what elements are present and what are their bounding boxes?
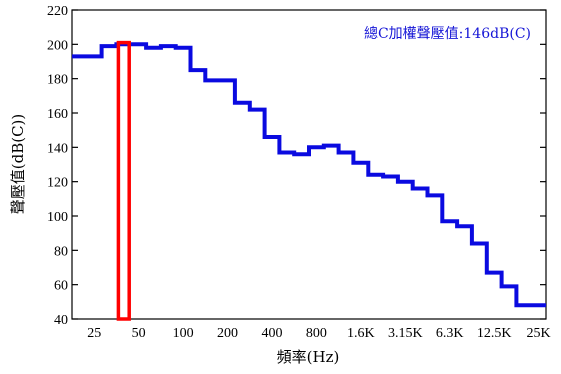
x-tick-label: 6.3K (436, 326, 464, 341)
x-tick-label: 12.5K (477, 326, 512, 341)
y-tick-label: 200 (47, 38, 68, 53)
y-tick-label: 220 (47, 4, 68, 19)
y-tick-label: 180 (47, 73, 68, 88)
x-tick-label: 50 (132, 326, 146, 341)
x-tick-label: 400 (261, 326, 282, 341)
spectrum-series-line (72, 42, 546, 308)
x-axis-title: 頻率(Hz) (277, 348, 340, 366)
annotation-total-c-weighted: 總C加權聲壓值:146dB(C) (364, 25, 531, 42)
y-tick-label: 40 (54, 313, 68, 328)
x-tick-label: 200 (217, 326, 238, 341)
highlight-band-marker (116, 40, 131, 321)
x-tick-label: 800 (306, 326, 327, 341)
x-tick-label: 100 (173, 326, 194, 341)
y-tick-label: 100 (47, 210, 68, 225)
x-tick-label: 25K (527, 326, 551, 341)
y-tick-label: 140 (47, 141, 68, 156)
x-tick-label: 1.6K (347, 326, 375, 341)
y-tick-label: 120 (47, 176, 68, 191)
x-tick-label: 25 (87, 326, 101, 341)
plot-frame (71, 9, 547, 320)
y-tick-label: 160 (47, 107, 68, 122)
x-tick-label: 3.15K (388, 326, 423, 341)
y-tick-label: 60 (54, 279, 68, 294)
y-tick-label: 80 (54, 244, 68, 259)
x-axis: 25 50 100 200 400 800 1.6K 3.15K 6.3K 12.5K 25K (87, 326, 550, 341)
y-axis: 40 60 80 100 120 140 160 180 200 220 (47, 4, 546, 328)
y-axis-title: 聲壓值(dB(C)) (9, 114, 27, 215)
